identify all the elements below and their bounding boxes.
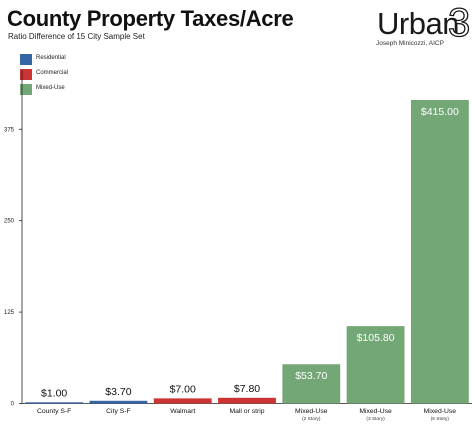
data-label: $7.80 bbox=[234, 383, 260, 395]
legend-label-residential: Residential bbox=[36, 55, 66, 61]
urban3-logo: Urban bbox=[377, 8, 459, 39]
bar bbox=[25, 402, 84, 404]
data-label: $53.70 bbox=[295, 370, 327, 382]
x-tick-sublabel: (3 Story) bbox=[366, 416, 385, 422]
chart-subtitle: Ratio Difference of 15 City Sample Set bbox=[8, 32, 145, 41]
x-tick-label: Mall or strip bbox=[229, 408, 264, 415]
y-tick-label: 125 bbox=[4, 310, 15, 316]
data-label: $1.00 bbox=[41, 387, 67, 399]
x-tick-sublabel: (2 Story) bbox=[302, 416, 321, 422]
bar bbox=[89, 400, 148, 404]
x-tick-label: Mixed-Use bbox=[295, 408, 328, 415]
data-label: $105.80 bbox=[357, 332, 395, 344]
bar bbox=[218, 397, 276, 404]
bar bbox=[153, 398, 212, 404]
data-label: $7.00 bbox=[170, 383, 196, 395]
logo-author: Joseph Minicozzi, AICP bbox=[376, 40, 444, 47]
legend-swatch-commercial bbox=[20, 69, 32, 80]
y-tick-label: 0 bbox=[11, 402, 15, 408]
legend-swatch-residential bbox=[20, 54, 32, 65]
y-tick-label: 250 bbox=[4, 219, 15, 225]
y-tick-label: 375 bbox=[4, 127, 15, 133]
bar bbox=[346, 326, 405, 404]
bar bbox=[282, 364, 341, 404]
x-tick-sublabel: (6 Story) bbox=[431, 416, 450, 422]
legend-label-mixed-use: Mixed-Use bbox=[36, 85, 65, 91]
bar bbox=[410, 100, 469, 404]
x-tick-label: Walmart bbox=[170, 408, 195, 415]
legend-swatch-mixed-use bbox=[20, 84, 32, 95]
logo-superscript: 3 bbox=[447, 1, 471, 45]
logo-text: Urban bbox=[377, 6, 459, 41]
data-label: $415.00 bbox=[421, 106, 459, 118]
chart-title: County Property Taxes/Acre bbox=[7, 6, 294, 31]
x-tick-label: City S-F bbox=[106, 408, 131, 415]
x-tick-label: Mixed-Use bbox=[359, 408, 392, 415]
data-label: $3.70 bbox=[105, 386, 131, 398]
x-tick-label: County S-F bbox=[37, 408, 71, 415]
x-tick-label: Mixed-Use bbox=[424, 408, 457, 415]
legend-label-commercial: Commercial bbox=[36, 70, 69, 76]
